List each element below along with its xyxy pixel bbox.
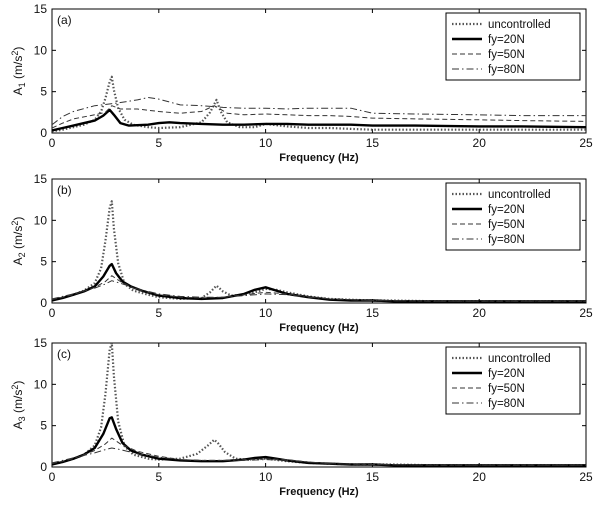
y-axis-label-part: (m/s [11,390,25,417]
y-axis-label: A1 (m/s2) [10,47,27,96]
legend-label: fy=80N [488,234,525,246]
series-line-fy-20n [52,416,586,467]
y-tick-label: 0 [40,126,47,140]
y-axis-label-part: ) [11,381,25,385]
x-tick-label: 25 [579,136,593,150]
x-tick-label: 0 [49,306,56,320]
x-tick-label: 25 [579,470,593,484]
y-axis-label-part: A [11,257,25,265]
y-axis-label-part: 2 [17,252,27,257]
x-axis-label: Frequency (Hz) [279,486,359,498]
y-axis-label: A2 (m/s2) [10,217,27,266]
x-axis-label: Frequency (Hz) [279,152,359,164]
legend-label: uncontrolled [488,353,551,365]
x-tick-label: 10 [259,306,273,320]
y-axis-label: A3 (m/s2) [10,381,27,430]
y-tick-label: 5 [40,85,47,99]
legend-label: uncontrolled [488,189,551,201]
x-tick-label: 0 [49,470,56,484]
y-axis-label-part: ) [11,47,25,51]
series-line-fy-80n [52,280,586,302]
y-axis-label-part: A [11,87,25,95]
x-tick-label: 15 [366,470,380,484]
x-tick-label: 15 [366,306,380,320]
legend-label: fy=20N [488,204,525,216]
y-tick-label: 15 [34,172,48,186]
legend-label: fy=20N [488,34,525,46]
series-line-fy-80n [52,447,586,466]
y-axis-label-part: 2 [10,51,20,56]
legend: uncontrolled fy=20N fy=50N fy=80N [445,346,581,415]
y-tick-label: 0 [40,296,47,310]
y-axis-label-part: (m/s [11,56,25,83]
y-tick-label: 5 [40,419,47,433]
y-axis-label-part: 2 [10,385,20,390]
legend-label: fy=80N [488,64,525,76]
y-axis-label-part: (m/s [11,226,25,253]
legend-label: fy=50N [488,219,525,231]
x-tick-label: 10 [259,470,273,484]
x-axis-label: Frequency (Hz) [279,322,359,334]
series-group [52,75,586,133]
legend-label: fy=50N [488,383,525,395]
x-tick-label: 0 [49,136,56,150]
series-line-uncontrolled [52,75,586,133]
series-line-fy-50n [52,105,586,129]
x-tick-label: 20 [473,306,487,320]
y-tick-label: 0 [40,460,47,474]
legend-label: uncontrolled [488,19,551,31]
y-axis-label-part: ) [11,217,25,221]
y-tick-label: 10 [34,377,48,391]
x-tick-label: 25 [579,306,593,320]
y-tick-label: 15 [34,2,48,16]
y-axis-label-part: 3 [17,416,27,421]
y-tick-label: 10 [34,43,48,57]
panel-label: (c) [57,347,71,361]
legend-label: fy=80N [488,398,525,410]
y-tick-label: 10 [34,213,48,227]
y-axis-label-part: 2 [10,221,20,226]
y-tick-label: 5 [40,255,47,269]
panel-label: (a) [57,13,72,27]
panel-label: (b) [57,183,72,197]
series-line-fy-20n [52,108,586,132]
y-axis-label-part: 1 [17,82,27,87]
x-tick-label: 5 [155,136,162,150]
series-line-fy-80n [52,97,586,126]
y-axis-label-part: A [11,421,25,429]
legend: uncontrolled fy=20N fy=50N fy=80N [445,182,581,251]
series-group [52,343,586,467]
legend-label: fy=20N [488,368,525,380]
x-tick-label: 20 [473,136,487,150]
x-tick-label: 15 [366,136,380,150]
series-group [52,200,586,303]
series-line-uncontrolled [52,200,586,303]
y-tick-label: 15 [34,336,48,350]
legend-label: fy=50N [488,49,525,61]
legend: uncontrolled fy=20N fy=50N fy=80N [445,12,581,81]
x-tick-label: 5 [155,470,162,484]
x-tick-label: 20 [473,470,487,484]
x-tick-label: 10 [259,136,273,150]
x-tick-label: 5 [155,306,162,320]
